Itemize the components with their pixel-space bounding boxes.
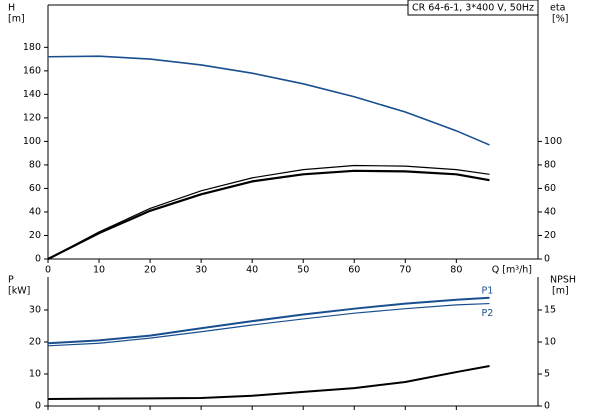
x-tick-label: 40 (246, 265, 258, 276)
y2-tick-label: 0 (544, 401, 550, 412)
chart-title: CR 64-6-1, 3*400 V, 50Hz (412, 3, 534, 14)
y2-tick-label: 5 (544, 368, 550, 379)
x-tick-label: 0 (45, 265, 51, 276)
y-tick-label: 180 (23, 42, 41, 53)
y-tick-label: 140 (23, 89, 41, 100)
curve (47, 169, 490, 260)
curve (47, 296, 490, 345)
y2-tick-label: 20 (544, 230, 556, 241)
y-tick-label: 30 (29, 304, 41, 315)
x-tick-label: 20 (144, 265, 156, 276)
x-tick-label: 80 (450, 265, 462, 276)
y-label: H (8, 3, 15, 14)
x-tick-label: 60 (348, 265, 360, 276)
y2-tick-label: 10 (544, 336, 556, 347)
series-label: P1 (482, 285, 494, 296)
y-label: P (8, 275, 14, 286)
y-tick-label: 100 (23, 136, 41, 147)
curve (47, 302, 490, 347)
y2-label: eta (550, 3, 565, 14)
y-tick-label: 160 (23, 65, 41, 76)
y2-tick-label: 0 (544, 254, 550, 265)
curve (47, 164, 490, 260)
y-unit: [m] (8, 14, 25, 25)
y2-unit: [%] (552, 14, 568, 25)
y2-unit: [m] (552, 286, 569, 297)
y-tick-label: 120 (23, 112, 41, 123)
y2-tick-label: 40 (544, 206, 556, 217)
x-tick-label: 70 (399, 265, 411, 276)
series-label: P2 (482, 308, 494, 319)
y-tick-label: 80 (29, 159, 41, 170)
y-tick-label: 10 (29, 368, 41, 379)
y-tick-label: 20 (29, 336, 41, 347)
y-tick-label: 20 (29, 230, 41, 241)
y2-label: NPSH (550, 275, 576, 286)
y-tick-label: 60 (29, 183, 41, 194)
y-tick-label: 40 (29, 206, 41, 217)
y-tick-label: 0 (35, 254, 41, 265)
x-tick-label: 50 (297, 265, 309, 276)
y2-tick-label: 80 (544, 159, 556, 170)
x-tick-label: 10 (93, 265, 105, 276)
curve (47, 55, 490, 146)
y2-tick-label: 15 (544, 304, 556, 315)
y-tick-label: 0 (35, 401, 41, 412)
y2-tick-label: 60 (544, 183, 556, 194)
x-label: Q [m³/h] (492, 265, 532, 276)
curve (47, 365, 490, 400)
y-unit: [kW] (8, 286, 30, 297)
x-tick-label: 30 (195, 265, 207, 276)
y2-tick-label: 100 (544, 136, 562, 147)
